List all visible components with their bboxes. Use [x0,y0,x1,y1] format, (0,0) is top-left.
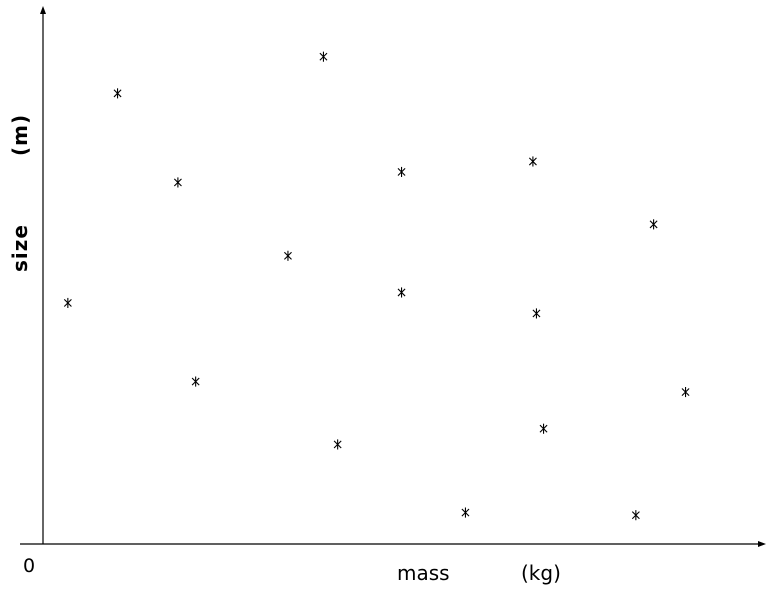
data-point [681,386,690,398]
x-axis-unit: (kg) [521,561,561,585]
data-point [319,51,328,62]
y-axis-arrow [40,6,46,14]
data-point [539,423,548,434]
y-axis-label: size [8,224,32,272]
x-axis-label: mass [397,561,450,585]
data-point [191,376,200,387]
data-point [631,510,640,521]
data-point [397,166,406,178]
points-layer [63,51,690,521]
data-point [397,287,406,298]
data-point [63,297,72,309]
data-point [283,250,292,261]
data-point [173,177,182,188]
y-axis-unit: (m) [8,114,32,156]
data-point [461,507,470,518]
origin-label: 0 [23,555,35,577]
data-point [528,156,537,167]
x-axis-arrow [758,541,766,547]
data-point [113,88,122,99]
data-point [333,439,342,450]
data-point [532,308,541,319]
data-point [649,219,658,230]
